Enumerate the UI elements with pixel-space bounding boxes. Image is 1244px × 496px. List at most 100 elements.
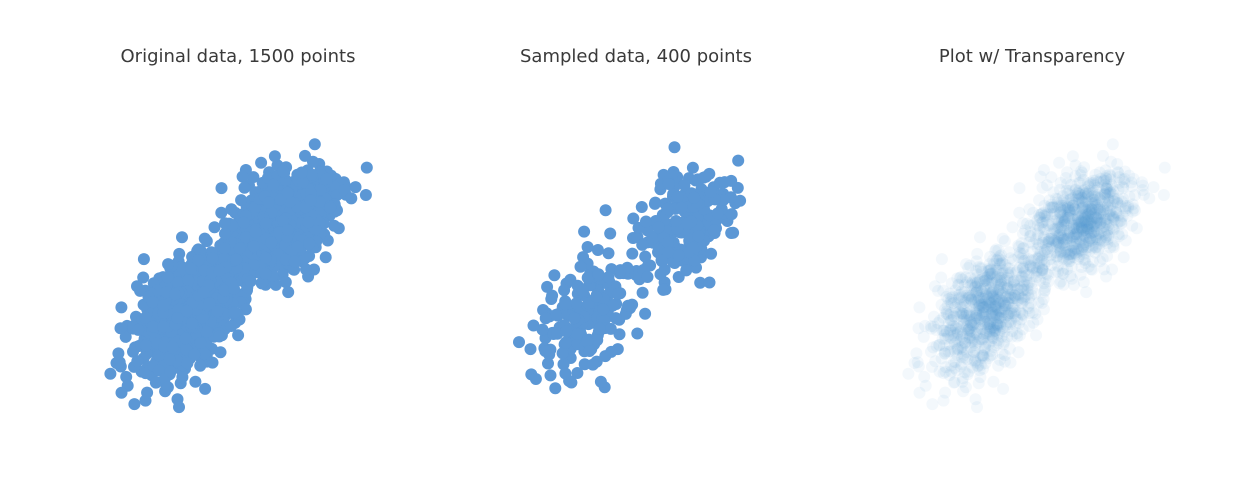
scatter-point (688, 191, 701, 204)
scatter-point (956, 336, 969, 349)
scatter-point (1010, 266, 1023, 279)
scatter-point (703, 276, 716, 289)
scatter-point (959, 271, 972, 284)
scatter-point (1067, 200, 1079, 212)
scatter-point (622, 299, 634, 312)
scatter-point (1071, 242, 1084, 255)
scatter-point (1089, 211, 1102, 224)
scatter-point (140, 339, 152, 352)
scatter-point (1071, 204, 1084, 217)
scatter-point (1067, 278, 1080, 291)
scatter-point (1029, 287, 1042, 300)
scatter-point (1069, 203, 1082, 216)
scatter-point (1094, 191, 1107, 204)
scatter-point (546, 289, 559, 302)
scatter-point (1052, 254, 1065, 267)
scatter-point (1126, 219, 1139, 232)
scatter-point (979, 357, 992, 370)
scatter-point (974, 321, 987, 334)
scatter-point (238, 181, 251, 194)
scatter-point (1023, 236, 1036, 249)
scatter-point (1067, 223, 1080, 236)
scatter-point (1003, 262, 1016, 275)
scatter-point (998, 355, 1011, 368)
scatter-point (947, 310, 960, 323)
scatter-point (980, 315, 993, 328)
scatter-point (955, 310, 968, 322)
scatter-point (1008, 289, 1021, 302)
scatter-point (1057, 219, 1070, 232)
scatter-point (1057, 246, 1070, 259)
scatter-point (1081, 208, 1094, 221)
scatter-point (228, 282, 240, 295)
scatter-point (158, 340, 170, 353)
scatter-point (971, 284, 984, 297)
scatter-point (1043, 233, 1056, 245)
scatter-point (1022, 268, 1035, 281)
scatter-point (956, 273, 969, 286)
scatter-point (1001, 331, 1014, 343)
scatter-point (990, 308, 1002, 321)
scatter-point (1081, 218, 1094, 231)
scatter-point (1067, 230, 1080, 242)
scatter-point (661, 236, 674, 249)
scatter-point (233, 242, 246, 255)
scatter-point (954, 341, 967, 354)
scatter-point (988, 311, 1001, 324)
scatter-point (1095, 216, 1108, 229)
scatter-point (1054, 201, 1066, 214)
scatter-point (977, 301, 990, 314)
scatter-point (1015, 237, 1028, 250)
scatter-point (1118, 176, 1131, 189)
scatter-point (977, 300, 990, 313)
scatter-point (945, 331, 957, 344)
scatter-point (1057, 201, 1070, 214)
scatter-point (1047, 186, 1060, 199)
scatter-point (977, 351, 990, 364)
scatter-point (1079, 191, 1092, 204)
scatter-point (951, 342, 964, 355)
scatter-point (1008, 300, 1021, 313)
scatter-point (1070, 231, 1083, 244)
scatter-point (983, 320, 996, 332)
scatter-point (1041, 236, 1054, 249)
scatter-point (945, 365, 958, 378)
scatter-point (1101, 180, 1114, 193)
scatter-point (1064, 226, 1076, 239)
scatter-point (1083, 230, 1095, 243)
scatter-point (1068, 247, 1081, 260)
scatter-point (959, 351, 971, 364)
scatter-point (1060, 184, 1073, 197)
scatter-point (955, 307, 968, 320)
scatter-point (993, 271, 1006, 284)
scatter-point (1017, 280, 1029, 293)
scatter-point (979, 285, 992, 298)
scatter-point (1076, 208, 1089, 221)
scatter-point (987, 375, 1000, 388)
scatter-point (965, 293, 978, 306)
scatter-point (732, 154, 745, 167)
scatter-point (590, 290, 603, 303)
scatter-point (1092, 228, 1105, 241)
scatter-point (1073, 206, 1085, 219)
scatter-point (1049, 246, 1062, 259)
scatter-point (971, 247, 984, 260)
scatter-point (986, 301, 999, 314)
scatter-point (985, 290, 998, 303)
scatter-point (604, 322, 617, 335)
scatter-point (163, 353, 176, 366)
scatter-point (639, 307, 652, 320)
scatter-point (944, 324, 957, 337)
scatter-point (218, 284, 231, 297)
scatter-point (1005, 313, 1018, 326)
scatter-point (1097, 201, 1110, 214)
scatter-point (984, 287, 997, 299)
scatter-point (994, 257, 1007, 270)
scatter-point (1067, 231, 1080, 244)
scatter-point (718, 176, 731, 189)
scatter-point (958, 337, 971, 350)
scatter-point (974, 359, 987, 372)
scatter-point (1052, 217, 1065, 230)
scatter-point (1077, 185, 1090, 198)
scatter-point (983, 268, 996, 281)
